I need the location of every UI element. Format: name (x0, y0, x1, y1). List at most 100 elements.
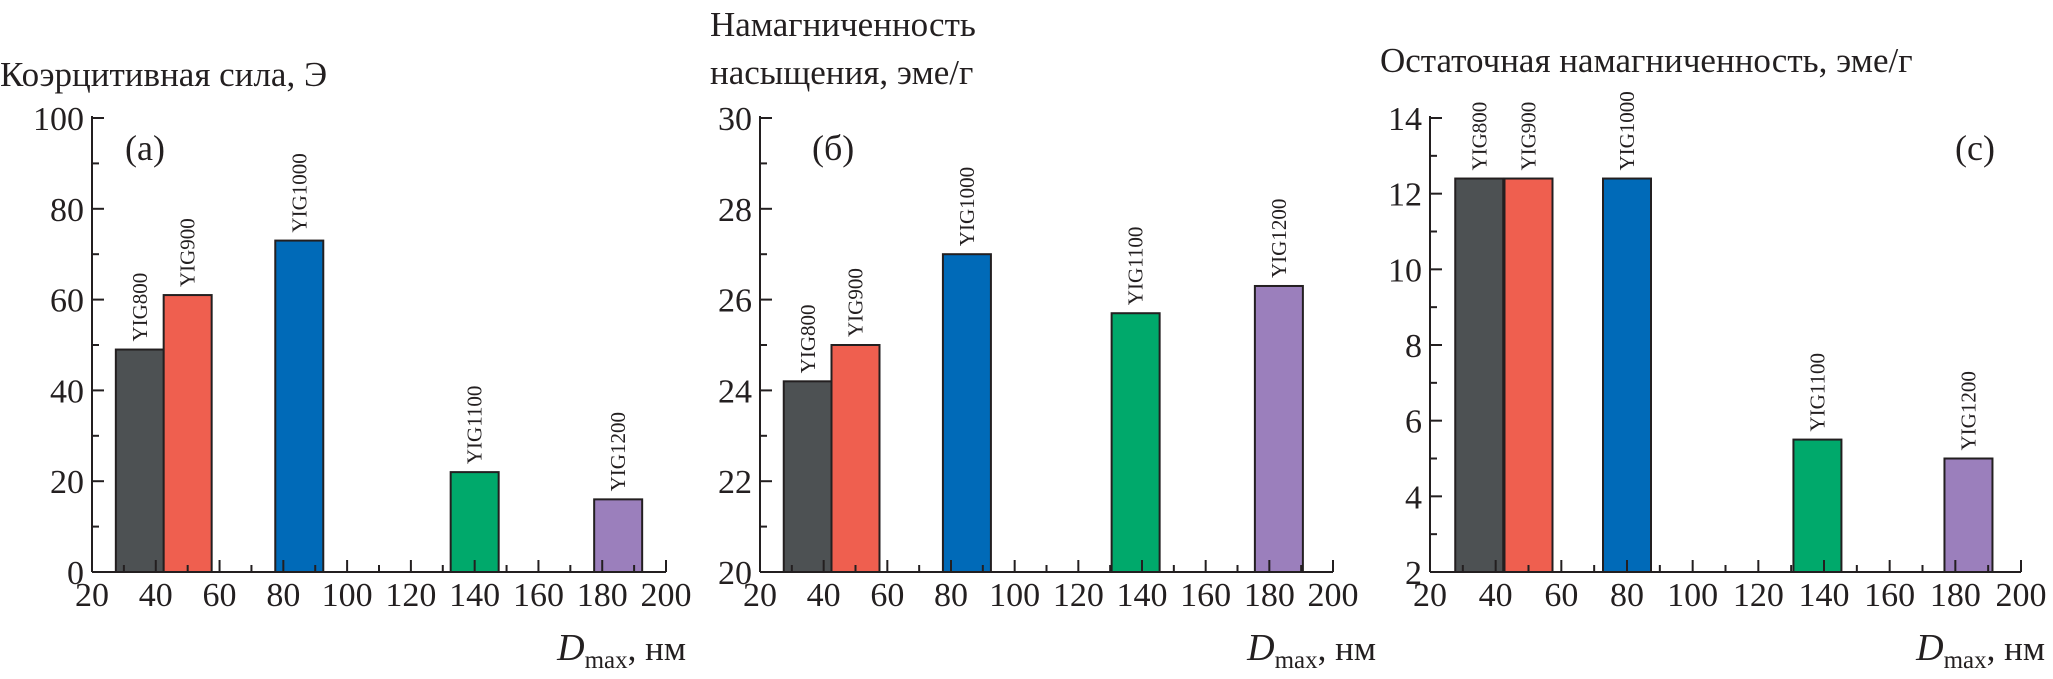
x-axis-symbol: D (556, 627, 584, 669)
panel-label: (a) (125, 128, 165, 168)
x-tick-label: 140 (1117, 577, 1168, 614)
y-tick-label: 26 (718, 283, 752, 320)
x-tick-label: 140 (1799, 577, 1850, 614)
y-tick-label: 10 (1388, 252, 1422, 289)
bar-label-yig1000: YIG1000 (955, 167, 979, 246)
y-tick-label: 60 (50, 283, 84, 320)
bar-yig1200 (1943, 457, 1994, 573)
bar-label-yig800: YIG800 (796, 304, 820, 373)
bar-yig1000 (941, 253, 992, 573)
x-tick-label: 160 (513, 577, 564, 614)
x-tick-label: 60 (870, 577, 904, 614)
x-tick-label: 180 (577, 577, 628, 614)
x-tick-label: 120 (1733, 577, 1784, 614)
bar-yig800 (114, 348, 165, 574)
y-tick-label: 100 (33, 101, 84, 138)
x-tick-label: 60 (1544, 577, 1578, 614)
x-tick-label: 80 (1610, 577, 1644, 614)
x-tick-label: 80 (934, 577, 968, 614)
y-tick-label: 40 (50, 373, 84, 410)
bar-yig1100 (449, 471, 500, 573)
y-tick-label: 2 (1405, 555, 1422, 592)
bar-yig1100 (1792, 438, 1843, 574)
x-tick-label: 200 (1996, 577, 2047, 614)
x-tick-label: 40 (1479, 577, 1513, 614)
bar-label-yig900: YIG900 (1517, 102, 1541, 171)
x-axis-title: Dmax, нм (1246, 627, 1376, 674)
x-axis-subscript: max (585, 647, 629, 674)
panel-label: (с) (1955, 128, 1995, 168)
x-axis-unit: , нм (628, 629, 686, 668)
x-tick-label: 180 (1244, 577, 1295, 614)
bar-label-yig1100: YIG1100 (1124, 227, 1148, 306)
bar-label-yig1200: YIG1200 (1267, 199, 1291, 278)
x-tick-label: 40 (807, 577, 841, 614)
y-tick-label: 22 (718, 464, 752, 501)
x-axis-symbol: D (1915, 627, 1943, 669)
y-axis-title: насыщения, эме/г (710, 53, 973, 92)
bar-label-yig1000: YIG1000 (287, 153, 311, 232)
x-tick-label: 100 (989, 577, 1040, 614)
bar-label-yig800: YIG800 (128, 273, 152, 342)
bar-yig900 (1503, 177, 1554, 574)
x-axis-unit: , нм (1987, 629, 2045, 668)
bar-label-yig1200: YIG1200 (1956, 371, 1980, 450)
x-axis-subscript: max (1944, 647, 1988, 674)
y-tick-label: 28 (718, 192, 752, 229)
y-tick-label: 20 (718, 555, 752, 592)
x-tick-label: 20 (75, 577, 109, 614)
y-tick-label: 8 (1405, 328, 1422, 365)
x-axis-unit: , нм (1318, 629, 1376, 668)
panel-remanent-magnetization: YIG800 YIG900 YIG1000 YIG1100 YIG1200 2 4 6 8 10 1… (1380, 41, 2047, 674)
y-tick-label: 20 (50, 464, 84, 501)
x-tick-label: 200 (641, 577, 692, 614)
x-tick-label: 60 (203, 577, 237, 614)
y-tick-label: 14 (1388, 101, 1422, 138)
bar-yig1200 (593, 498, 644, 573)
y-tick-label: 6 (1405, 404, 1422, 441)
x-tick-label: 180 (1930, 577, 1981, 614)
y-tick-label: 80 (50, 192, 84, 229)
bar-yig1000 (1602, 177, 1652, 574)
bar-yig900 (830, 344, 881, 573)
bar-yig1200 (1253, 284, 1304, 573)
bar-label-yig1100: YIG1100 (1805, 353, 1829, 432)
x-axis-title: Dmax, нм (1915, 627, 2045, 674)
bar-yig800 (782, 380, 833, 573)
x-axis-subscript: max (1275, 647, 1319, 674)
bar-label-yig800: YIG800 (1467, 102, 1491, 171)
x-tick-label: 120 (385, 577, 436, 614)
panel-label: (б) (812, 128, 854, 168)
x-tick-label: 100 (322, 577, 373, 614)
y-tick-label: 24 (718, 373, 752, 410)
bar-label-yig1000: YIG1000 (1615, 91, 1639, 170)
bar-label-yig1100: YIG1100 (463, 386, 487, 465)
x-tick-label: 200 (1308, 577, 1359, 614)
x-axis-title: Dmax, нм (556, 627, 686, 674)
bar-yig1000 (274, 239, 325, 574)
x-tick-label: 20 (1413, 577, 1447, 614)
x-tick-label: 140 (449, 577, 500, 614)
bar-yig1100 (1110, 312, 1161, 573)
x-tick-label: 100 (1667, 577, 1718, 614)
y-axis-title: Коэрцитивная сила, Э (0, 55, 327, 94)
panel-saturation-magnetization: YIG800 YIG900 YIG1000 YIG1100 YIG1200 20 22 24 2… (710, 5, 1376, 674)
y-tick-label: 12 (1388, 177, 1422, 214)
bar-label-yig900: YIG900 (844, 268, 868, 337)
y-axis-title: Намагниченность (710, 5, 976, 44)
bar-yig900 (162, 294, 213, 573)
y-tick-label: 0 (67, 555, 84, 592)
x-tick-label: 80 (266, 577, 300, 614)
x-tick-label: 20 (743, 577, 777, 614)
x-tick-label: 160 (1864, 577, 1915, 614)
bar-label-yig1200: YIG1200 (606, 412, 630, 491)
x-tick-label: 120 (1053, 577, 1104, 614)
x-axis-symbol: D (1246, 627, 1274, 669)
bar-yig800 (1454, 177, 1505, 574)
y-axis-title: Остаточная намагниченность, эме/г (1380, 41, 1913, 80)
y-tick-label: 4 (1405, 479, 1422, 516)
bar-label-yig900: YIG900 (176, 218, 200, 287)
x-tick-label: 40 (139, 577, 173, 614)
